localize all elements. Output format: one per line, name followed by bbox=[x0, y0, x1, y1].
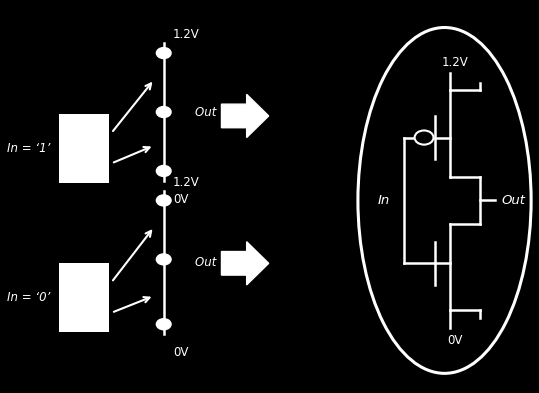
Ellipse shape bbox=[358, 28, 531, 373]
Text: 0V: 0V bbox=[173, 346, 189, 359]
Bar bbox=[59, 114, 109, 183]
Text: 1.2V: 1.2V bbox=[173, 176, 200, 189]
Circle shape bbox=[156, 48, 171, 59]
Text: 0V: 0V bbox=[447, 334, 462, 347]
Circle shape bbox=[414, 130, 433, 145]
Circle shape bbox=[156, 195, 171, 206]
Text: Out = ‘0’: Out = ‘0’ bbox=[195, 105, 249, 119]
Polygon shape bbox=[222, 242, 269, 285]
Polygon shape bbox=[222, 94, 269, 138]
Text: Out: Out bbox=[501, 194, 525, 207]
Text: In = ‘1’: In = ‘1’ bbox=[8, 142, 51, 155]
Text: In: In bbox=[377, 194, 390, 207]
Text: 1.2V: 1.2V bbox=[441, 56, 468, 69]
Circle shape bbox=[156, 254, 171, 265]
Text: Out = ‘1’: Out = ‘1’ bbox=[195, 256, 249, 269]
Text: 1.2V: 1.2V bbox=[173, 28, 200, 41]
Circle shape bbox=[156, 107, 171, 118]
Circle shape bbox=[156, 165, 171, 176]
Circle shape bbox=[156, 319, 171, 330]
Bar bbox=[59, 263, 109, 332]
Text: 0V: 0V bbox=[173, 193, 189, 206]
Text: In = ‘0’: In = ‘0’ bbox=[8, 291, 51, 304]
